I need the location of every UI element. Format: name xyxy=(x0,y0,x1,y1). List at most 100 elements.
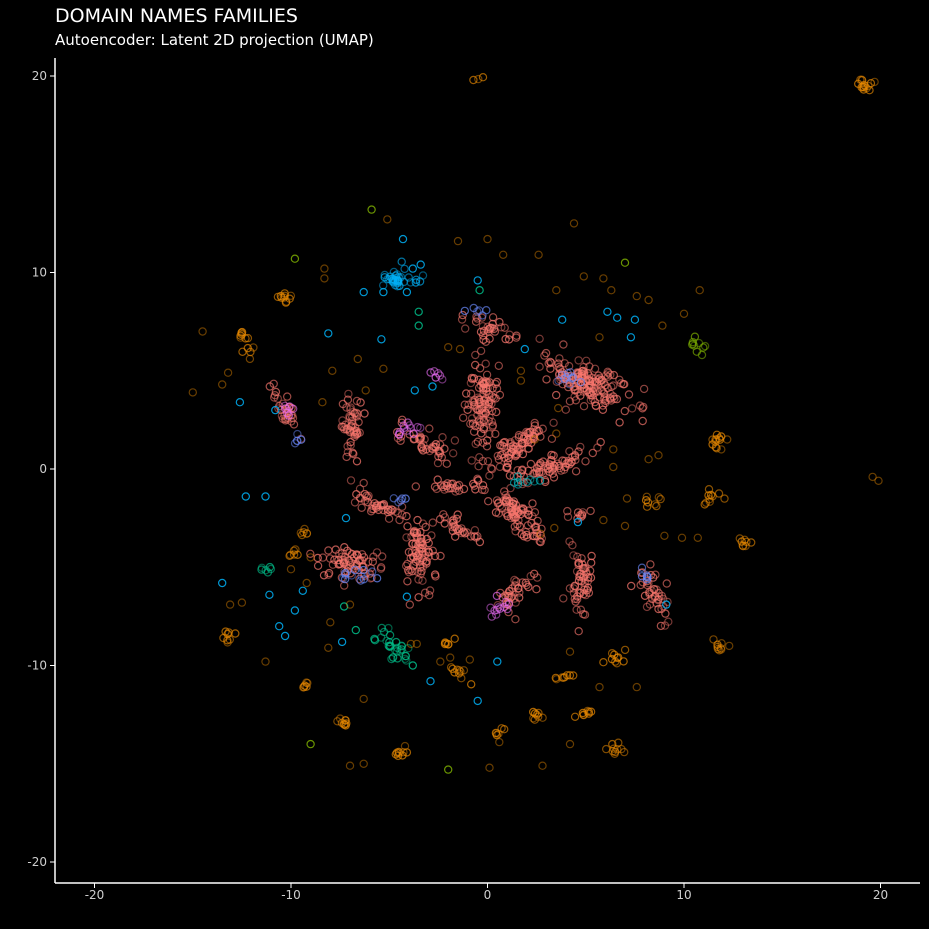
data-point xyxy=(530,435,539,444)
data-point xyxy=(422,445,431,454)
data-point xyxy=(714,489,724,498)
data-point xyxy=(475,364,485,373)
data-point xyxy=(536,537,545,547)
data-point xyxy=(581,376,591,386)
data-point xyxy=(198,327,207,336)
data-point xyxy=(319,571,329,580)
data-point xyxy=(306,553,315,562)
data-point xyxy=(590,364,600,373)
data-point xyxy=(706,490,716,500)
data-point xyxy=(516,366,526,375)
data-point xyxy=(340,581,349,590)
data-point xyxy=(460,400,469,409)
data-point xyxy=(545,460,554,469)
data-point xyxy=(530,421,540,430)
data-point xyxy=(644,579,653,588)
data-point xyxy=(661,609,670,618)
data-point xyxy=(554,363,563,372)
data-point xyxy=(656,494,665,504)
data-point xyxy=(499,496,508,505)
data-point xyxy=(584,573,593,582)
data-point xyxy=(700,500,709,509)
data-point xyxy=(518,465,527,474)
data-point xyxy=(479,389,488,398)
data-point xyxy=(500,487,509,496)
data-point xyxy=(474,383,484,392)
data-point xyxy=(586,396,596,405)
data-point xyxy=(471,485,480,494)
data-point xyxy=(614,738,623,747)
data-point xyxy=(435,449,445,458)
data-point xyxy=(355,484,365,493)
data-point xyxy=(345,427,355,437)
data-point xyxy=(479,424,488,434)
data-point xyxy=(261,657,270,666)
data-point xyxy=(350,565,360,575)
data-point xyxy=(866,78,876,88)
data-point xyxy=(398,510,407,520)
data-point xyxy=(579,402,589,411)
data-point xyxy=(493,657,502,666)
data-point xyxy=(413,515,422,525)
data-point xyxy=(286,550,295,560)
data-point xyxy=(402,533,411,542)
data-point xyxy=(408,661,417,670)
data-point xyxy=(510,522,519,531)
data-point xyxy=(654,604,663,614)
data-point xyxy=(297,530,307,540)
data-point xyxy=(393,751,403,761)
data-point xyxy=(624,390,634,399)
data-point xyxy=(511,615,520,624)
data-point xyxy=(352,550,361,559)
data-point xyxy=(570,385,579,394)
data-point xyxy=(552,286,561,295)
data-point xyxy=(500,602,509,612)
data-point xyxy=(517,442,526,452)
data-point xyxy=(496,451,506,460)
data-point xyxy=(271,387,281,397)
data-point xyxy=(492,730,501,740)
data-point xyxy=(577,367,587,376)
data-point xyxy=(509,478,519,487)
data-point xyxy=(619,657,628,666)
data-point xyxy=(656,621,666,631)
data-point xyxy=(435,371,445,380)
data-point xyxy=(639,402,648,412)
data-point xyxy=(568,541,577,550)
data-point xyxy=(524,582,533,592)
data-point xyxy=(549,451,558,460)
data-point xyxy=(609,370,619,380)
data-point xyxy=(636,580,645,590)
data-point xyxy=(526,427,535,437)
data-point xyxy=(408,264,417,273)
data-point xyxy=(410,386,419,395)
data-point xyxy=(569,219,579,228)
data-point xyxy=(283,392,292,401)
data-point xyxy=(644,455,653,464)
data-point xyxy=(378,552,387,561)
data-point xyxy=(344,556,354,565)
data-point xyxy=(638,416,647,426)
data-point xyxy=(549,461,559,470)
data-point xyxy=(413,422,422,432)
data-point xyxy=(300,524,309,534)
data-point xyxy=(512,331,521,340)
data-point xyxy=(425,591,434,600)
data-point xyxy=(397,502,407,511)
data-point xyxy=(359,759,368,769)
data-point xyxy=(265,382,274,391)
data-point xyxy=(537,534,547,543)
data-point xyxy=(499,250,508,259)
data-point xyxy=(474,74,483,84)
data-point xyxy=(403,577,412,586)
data-point xyxy=(448,664,457,674)
data-point xyxy=(547,434,557,443)
data-point xyxy=(858,82,868,91)
data-point xyxy=(360,409,369,418)
data-point xyxy=(383,507,393,517)
data-point xyxy=(393,508,403,518)
data-point xyxy=(541,348,551,358)
data-point xyxy=(488,319,497,329)
data-point xyxy=(344,389,353,399)
data-point xyxy=(642,492,652,501)
